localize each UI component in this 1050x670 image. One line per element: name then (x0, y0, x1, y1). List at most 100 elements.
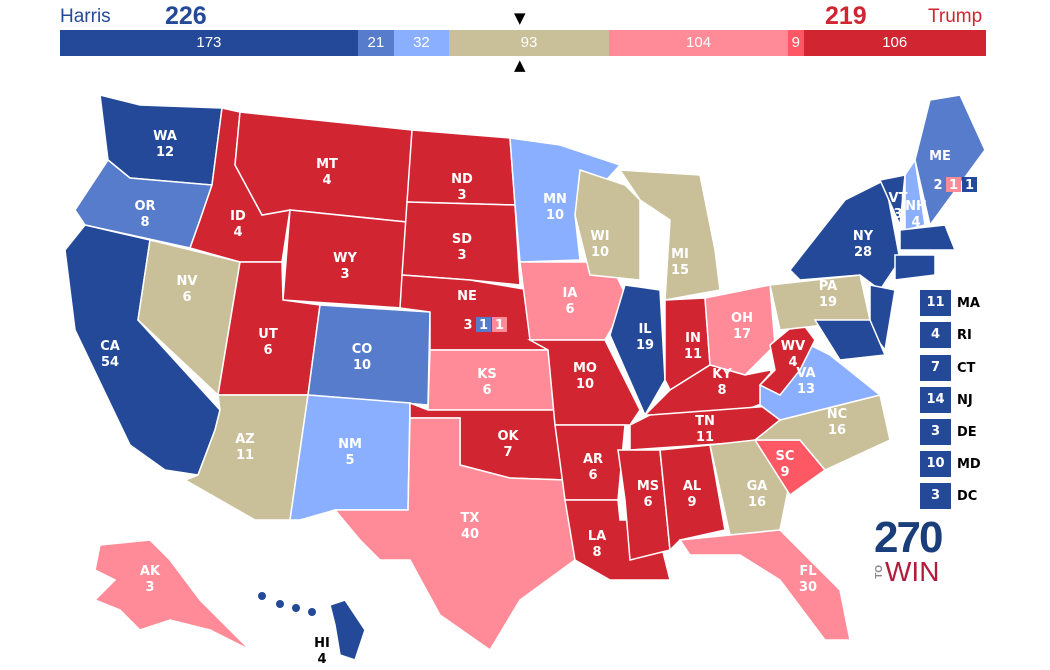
state-label-az: AZ (235, 432, 255, 447)
state-mn[interactable] (509, 137, 622, 263)
state-ma[interactable] (899, 224, 957, 251)
state-hi[interactable] (329, 599, 366, 661)
state-label-ia: IA (563, 286, 578, 301)
state-label: NE (457, 289, 477, 304)
bar-segment-safe_r: 106 (803, 30, 986, 56)
me-district-box[interactable] (946, 177, 961, 192)
state-label-al: AL (683, 479, 701, 494)
state-ev-ia: 6 (565, 302, 574, 317)
small-state-abbr: DC (957, 488, 978, 504)
state-label-nm: NM (338, 437, 362, 452)
small-state-abbr: DE (957, 424, 977, 440)
state-ev-tn: 11 (696, 430, 714, 445)
state-nh[interactable] (904, 157, 926, 231)
state-fl[interactable] (678, 529, 851, 641)
state-ev-ut: 6 (263, 343, 272, 358)
state-ev-nd: 3 (457, 188, 466, 203)
small-state-ev: 14 (920, 387, 951, 413)
state-ev-ks: 6 (482, 383, 491, 398)
small-state-ev: 7 (920, 355, 951, 381)
small-state-dc[interactable]: 3 DC (920, 483, 977, 509)
state-label-or: OR (134, 199, 155, 214)
state-ev-ar: 6 (588, 468, 597, 483)
state-label-mn: MN (543, 192, 567, 207)
state-label-oh: OH (731, 311, 753, 326)
small-state-md[interactable]: 10 MD (920, 451, 981, 477)
state-hi-island[interactable] (308, 608, 316, 616)
state-label-id: ID (230, 209, 246, 224)
small-state-ev: 3 (920, 419, 951, 445)
state-label-wi: WI (590, 229, 609, 244)
state-il[interactable] (609, 284, 666, 417)
state-ev-ms: 6 (643, 495, 652, 510)
state-ev: 3 (463, 318, 472, 333)
state-ct[interactable] (894, 254, 936, 281)
state-hi-island[interactable] (258, 592, 266, 600)
electoral-vote-bar: 173 21 32 93 104 9 106 (60, 30, 986, 56)
small-state-nj[interactable]: 14 NJ (920, 387, 973, 413)
state-label-nc: NC (827, 407, 847, 422)
ne-district-box[interactable] (476, 317, 491, 332)
state-me[interactable] (914, 94, 986, 227)
state-vt[interactable] (878, 174, 906, 228)
state-hi-island[interactable] (276, 600, 284, 608)
state-ev-nh: 4 (911, 215, 920, 230)
state-ev-mn: 10 (546, 208, 564, 223)
state-label-wv: WV (781, 339, 805, 354)
small-state-abbr: CT (957, 360, 976, 376)
me-district-box[interactable] (962, 177, 977, 192)
state-ev-fl: 30 (799, 580, 817, 595)
state-ev-il: 19 (636, 338, 654, 353)
state-wi[interactable] (574, 168, 641, 281)
me-district-ev: 1 (965, 178, 974, 193)
state-ev-in: 11 (684, 347, 702, 362)
state-label-ms: MS (637, 479, 659, 494)
small-state-ri[interactable]: 4 RI (920, 322, 972, 348)
state-label-vt: VT (889, 191, 908, 206)
state-oh[interactable] (704, 284, 776, 376)
state-ev-mi: 15 (671, 263, 689, 278)
state-ny[interactable] (788, 178, 901, 292)
state-label-tn: TN (695, 414, 715, 429)
state-label-mo: MO (573, 361, 597, 376)
state-ev-va: 13 (797, 382, 815, 397)
state-al[interactable] (659, 444, 726, 552)
state-sd[interactable] (401, 201, 521, 286)
state-label-ga: GA (747, 479, 768, 494)
state-label-ar: AR (583, 452, 603, 467)
state-ev-id: 4 (233, 225, 242, 240)
me-district-ev: 1 (949, 178, 958, 193)
state-ev-al: 9 (687, 495, 696, 510)
small-state-ma[interactable]: 11 MA (920, 290, 980, 316)
state-mi[interactable] (618, 169, 721, 301)
state-ev-ky: 8 (717, 383, 726, 398)
state-ev-wy: 3 (340, 267, 349, 282)
state-label-wa: WA (153, 129, 177, 144)
state-label-ak: AK (140, 564, 161, 579)
state-md[interactable] (813, 319, 887, 361)
state-label-ny: NY (853, 229, 874, 244)
270towin-logo: 270 TO WIN (874, 513, 943, 587)
state-label-sd: SD (452, 232, 472, 247)
small-state-ct[interactable]: 7 CT (920, 355, 975, 381)
state-ev-pa: 19 (819, 295, 837, 310)
small-state-abbr: NJ (957, 392, 973, 408)
state-ev-wi: 10 (591, 245, 609, 260)
state-label-va: VA (796, 366, 815, 381)
bar-segment-tossup: 93 (448, 30, 610, 56)
state-ev-mo: 10 (576, 377, 594, 392)
state-ev-ny: 28 (854, 245, 872, 260)
state-ak[interactable] (93, 539, 251, 651)
state-label-mt: MT (316, 157, 338, 172)
ne-district-ev: 1 (495, 318, 504, 333)
small-state-de[interactable]: 3 DE (920, 419, 977, 445)
state-label-mi: MI (671, 247, 689, 262)
state-ev-sc: 9 (780, 465, 789, 480)
state-hi-island[interactable] (292, 604, 300, 612)
state-ev-or: 8 (140, 215, 149, 230)
small-state-abbr: MD (957, 456, 981, 472)
ne-district-box[interactable] (492, 317, 507, 332)
rep-candidate-name: Trump (928, 6, 983, 27)
state-ms[interactable] (617, 449, 671, 561)
